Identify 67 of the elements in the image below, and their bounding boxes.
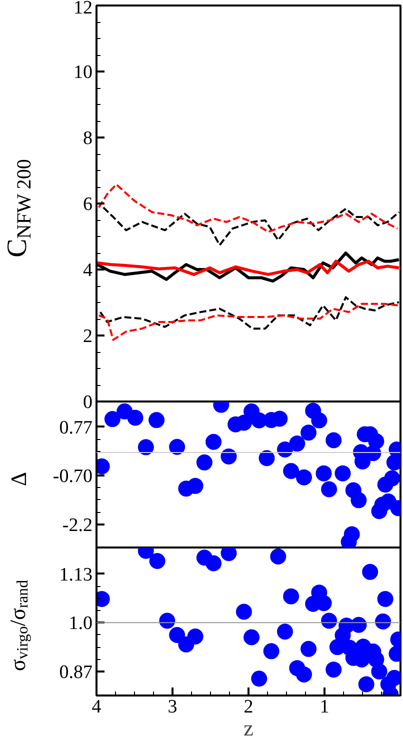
point	[311, 412, 328, 428]
point	[362, 564, 378, 580]
point	[358, 676, 374, 692]
point	[350, 616, 367, 633]
point	[196, 454, 212, 470]
point	[236, 604, 252, 620]
y-tick-label: 12	[74, 0, 92, 18]
x-tick-label: 3	[168, 696, 178, 718]
y-tick-label: 1.0	[68, 613, 92, 634]
point	[375, 614, 392, 630]
point	[384, 470, 400, 486]
y-tick-label: 1.13	[59, 564, 92, 586]
line-series	[98, 302, 400, 341]
y-tick-label: -0.70	[52, 466, 92, 488]
point	[283, 463, 300, 480]
point	[206, 434, 222, 450]
point	[296, 666, 312, 682]
point	[326, 662, 342, 678]
point	[300, 640, 317, 657]
point	[220, 548, 237, 562]
x-tick-label: 2	[244, 696, 254, 718]
point	[344, 526, 360, 542]
point	[334, 465, 351, 482]
point	[321, 481, 338, 498]
point	[300, 424, 317, 441]
point	[244, 629, 260, 646]
y-tick-label: 4	[83, 260, 93, 281]
point	[159, 612, 176, 629]
point	[368, 433, 384, 450]
point	[220, 448, 237, 464]
point	[350, 492, 367, 508]
point	[149, 553, 166, 570]
point	[296, 469, 312, 486]
y-tick-label: 6	[83, 194, 92, 215]
point	[251, 670, 268, 687]
point	[258, 450, 275, 466]
point	[206, 555, 222, 572]
y-tick-label: 0	[83, 392, 92, 413]
y-tick-label: 0.77	[59, 417, 92, 438]
point	[283, 588, 300, 604]
point	[169, 438, 186, 455]
line-series	[96, 260, 400, 276]
point	[187, 628, 204, 645]
point	[326, 432, 342, 448]
point	[148, 412, 165, 428]
point	[289, 436, 306, 452]
y-tick-label: 8	[83, 128, 92, 149]
point	[371, 663, 388, 680]
point	[276, 624, 293, 640]
point	[138, 439, 154, 456]
point	[104, 411, 120, 428]
y-axis-title: Δ	[6, 472, 31, 486]
y-tick-label: -2.2	[62, 514, 92, 536]
point	[263, 643, 280, 660]
x-tick-label: 1	[320, 696, 330, 718]
line-series	[98, 183, 398, 233]
point	[377, 590, 394, 607]
point	[169, 627, 186, 644]
point	[321, 612, 338, 629]
x-axis-title: z	[244, 716, 254, 740]
point	[316, 465, 332, 482]
point	[270, 548, 286, 564]
point	[187, 478, 204, 494]
y-tick-label: 10	[74, 62, 92, 83]
y-tick-label: 2	[83, 326, 92, 347]
point	[127, 410, 144, 426]
y-tick-label: 0.87	[59, 662, 92, 683]
